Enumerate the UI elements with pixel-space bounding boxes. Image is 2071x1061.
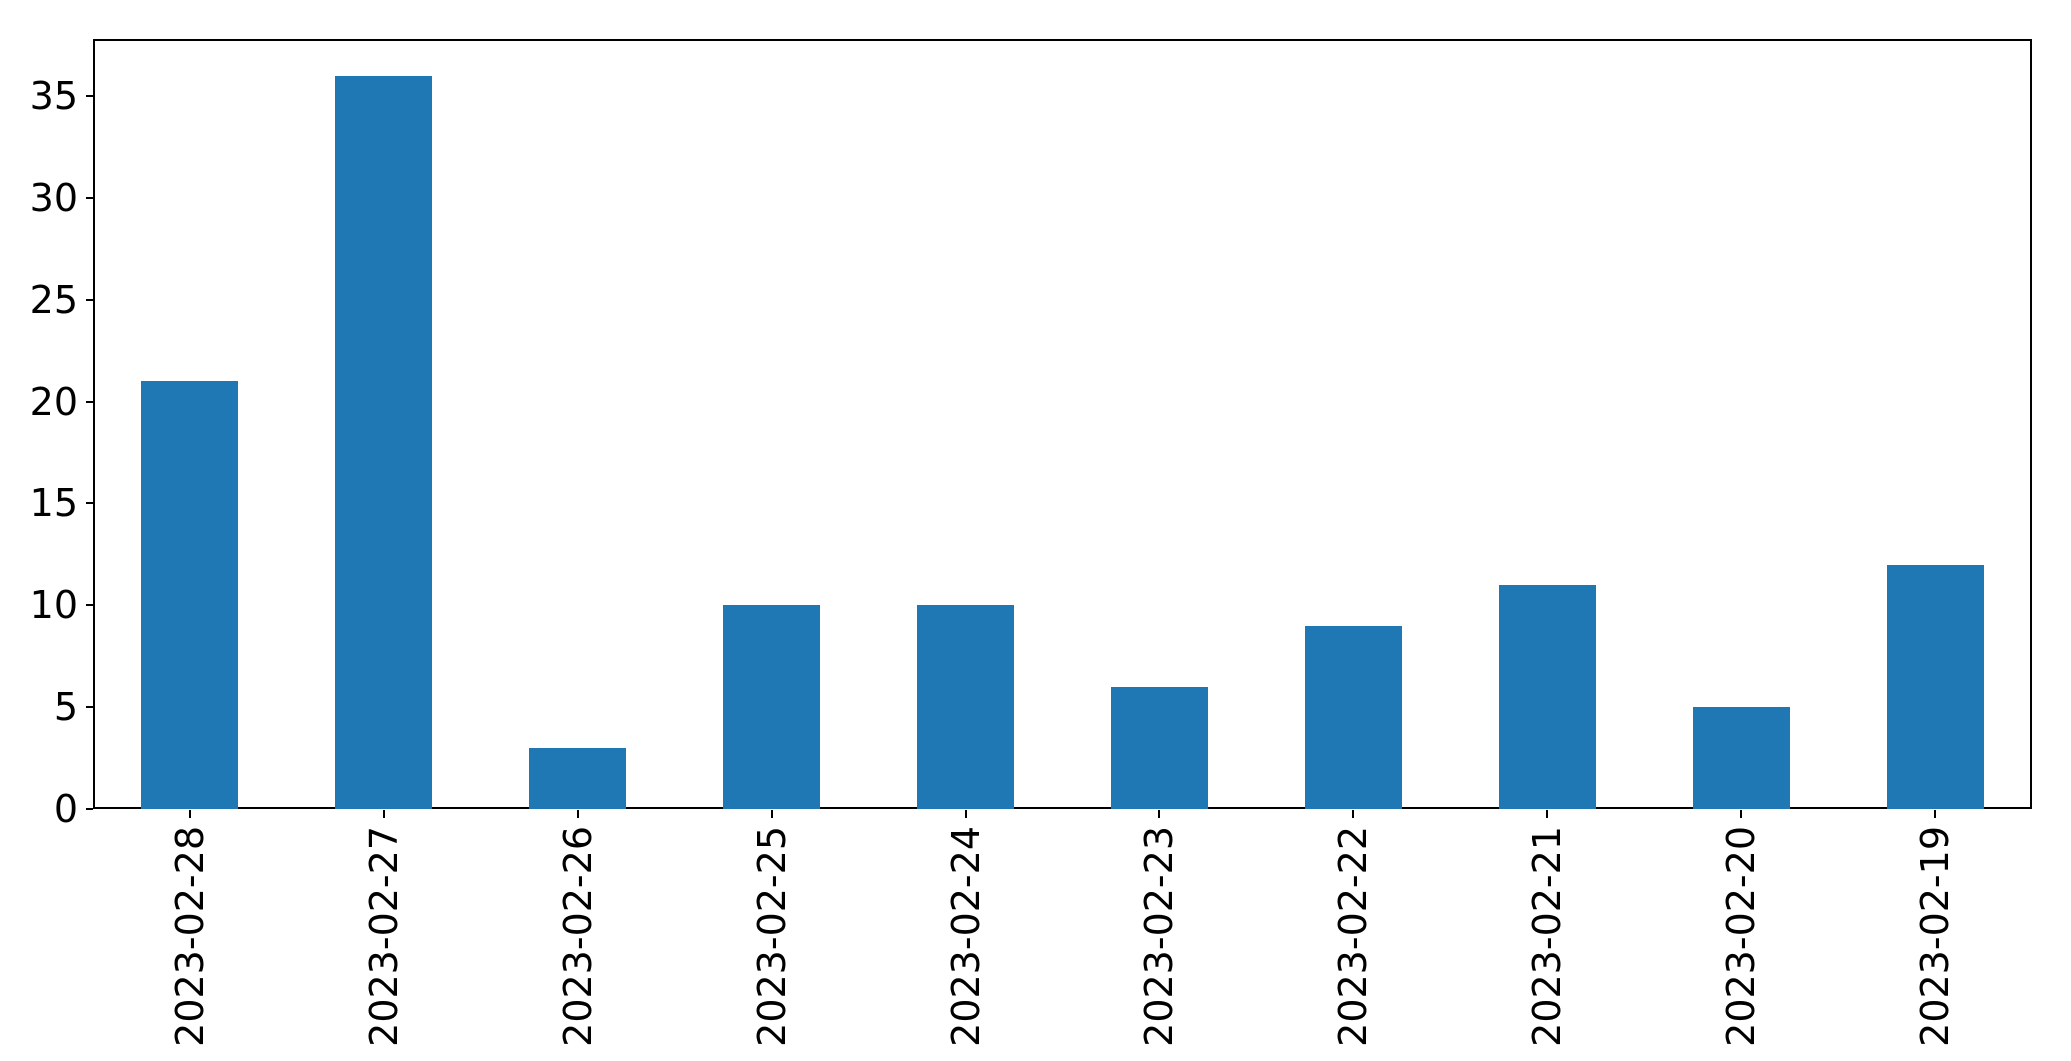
x-tick-mark xyxy=(1158,810,1161,818)
x-tick-label: 2023-02-28 xyxy=(167,826,212,1047)
bar xyxy=(723,605,821,809)
bar xyxy=(1692,707,1790,809)
x-tick-label: 2023-02-25 xyxy=(749,826,794,1047)
x-tick-label: 2023-02-26 xyxy=(555,826,600,1047)
x-tick-mark xyxy=(1740,810,1743,818)
x-tick-mark xyxy=(1546,810,1549,818)
x-tick-label: 2023-02-27 xyxy=(361,826,406,1047)
x-tick-label: 2023-02-23 xyxy=(1137,826,1182,1047)
y-tick-mark xyxy=(86,196,93,199)
bar xyxy=(529,747,627,809)
bar xyxy=(141,381,239,809)
y-tick-mark xyxy=(86,95,93,98)
x-tick-mark xyxy=(1352,810,1355,818)
x-tick-mark xyxy=(964,810,967,818)
y-tick-mark xyxy=(86,604,93,607)
y-tick-mark xyxy=(86,400,93,403)
y-tick-label: 10 xyxy=(29,583,78,628)
y-tick-mark xyxy=(86,298,93,301)
bar xyxy=(1304,625,1402,809)
bars-group xyxy=(93,39,2032,809)
bar xyxy=(1886,564,1984,809)
y-tick-mark xyxy=(86,808,93,810)
y-tick-label: 20 xyxy=(29,379,78,424)
x-tick-mark xyxy=(576,810,579,818)
x-tick-label: 2023-02-19 xyxy=(1913,826,1958,1047)
x-tick-label: 2023-02-22 xyxy=(1331,826,1376,1047)
bar xyxy=(917,605,1014,809)
bar xyxy=(1110,686,1208,809)
y-tick-label: 35 xyxy=(29,74,78,119)
x-tick-mark xyxy=(1934,810,1937,818)
y-tick-label: 25 xyxy=(29,277,78,322)
x-tick-label: 2023-02-21 xyxy=(1525,826,1570,1047)
bar xyxy=(335,75,433,809)
y-tick-mark xyxy=(86,502,93,505)
y-tick-mark xyxy=(86,706,93,709)
x-tick-mark xyxy=(382,810,385,818)
x-tick-mark xyxy=(188,810,191,818)
y-tick-label: 0 xyxy=(53,787,78,831)
y-tick-label: 30 xyxy=(29,175,78,220)
y-tick-label: 15 xyxy=(29,481,78,526)
y-tick-label: 5 xyxy=(53,685,78,730)
x-tick-label: 2023-02-24 xyxy=(943,826,988,1047)
x-tick-label: 2023-02-20 xyxy=(1719,826,1764,1047)
bar xyxy=(1498,584,1596,809)
x-tick-mark xyxy=(770,810,773,818)
